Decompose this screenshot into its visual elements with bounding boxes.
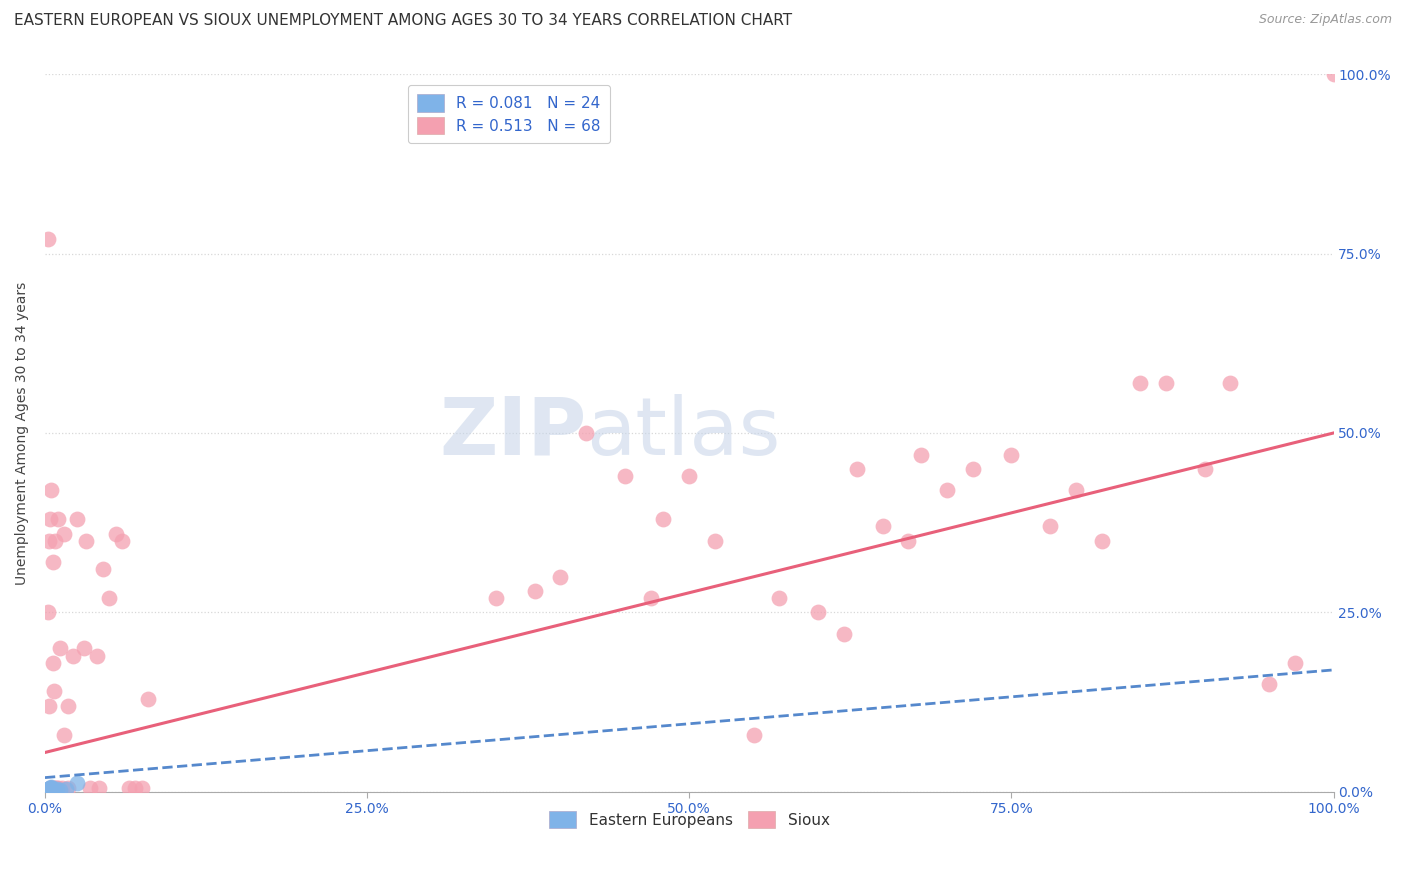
Point: [678, 469, 700, 483]
Point: [41, 782, 63, 797]
Point: [39, 781, 62, 796]
Point: [742, 727, 765, 741]
Point: [704, 533, 727, 548]
Point: [1284, 656, 1306, 670]
Point: [91, 562, 114, 576]
Point: [523, 583, 546, 598]
Point: [86, 648, 108, 663]
Point: [41, 781, 63, 796]
Point: [37, 232, 59, 246]
Point: [62, 648, 84, 663]
Point: [41, 782, 63, 797]
Point: [111, 533, 134, 548]
Point: [46, 781, 69, 796]
Point: [936, 483, 959, 498]
Point: [124, 781, 146, 796]
Point: [613, 469, 636, 483]
Point: [41, 483, 63, 498]
Point: [53, 526, 76, 541]
Point: [41, 781, 63, 796]
Point: [1064, 483, 1087, 498]
Point: [55, 782, 77, 797]
Point: [41, 656, 63, 670]
Point: [1129, 376, 1152, 390]
Point: [897, 533, 920, 548]
Point: [118, 781, 141, 796]
Point: [41, 783, 63, 797]
Point: [39, 782, 62, 797]
Point: [38, 533, 60, 548]
Point: [44, 533, 66, 548]
Point: [49, 641, 72, 656]
Point: [131, 781, 153, 796]
Point: [37, 783, 59, 797]
Point: [72, 641, 94, 656]
Text: Source: ZipAtlas.com: Source: ZipAtlas.com: [1258, 13, 1392, 27]
Point: [66, 512, 89, 526]
Point: [39, 780, 62, 795]
Point: [41, 783, 63, 797]
Point: [46, 512, 69, 526]
Point: [49, 782, 72, 797]
Point: [38, 698, 60, 713]
Point: [41, 780, 63, 795]
Point: [44, 781, 66, 796]
Point: [41, 555, 63, 569]
Point: [1322, 67, 1344, 81]
Point: [42, 781, 65, 796]
Point: [37, 782, 59, 797]
Point: [51, 781, 73, 796]
Point: [962, 462, 984, 476]
Point: [807, 606, 830, 620]
Legend: Eastern Europeans, Sioux: Eastern Europeans, Sioux: [543, 805, 835, 835]
Point: [872, 519, 894, 533]
Point: [910, 448, 932, 462]
Point: [575, 425, 598, 440]
Point: [41, 782, 63, 797]
Point: [42, 782, 65, 797]
Y-axis label: Unemployment Among Ages 30 to 34 years: Unemployment Among Ages 30 to 34 years: [15, 281, 30, 584]
Point: [56, 698, 79, 713]
Text: atlas: atlas: [586, 394, 780, 472]
Point: [42, 783, 65, 797]
Point: [45, 781, 67, 796]
Point: [1258, 677, 1281, 691]
Point: [104, 526, 127, 541]
Point: [42, 684, 65, 698]
Point: [652, 512, 675, 526]
Point: [550, 569, 572, 583]
Point: [1219, 376, 1241, 390]
Point: [79, 781, 101, 796]
Point: [1090, 533, 1112, 548]
Point: [39, 782, 62, 797]
Point: [75, 533, 97, 548]
Point: [38, 782, 60, 797]
Point: [53, 727, 76, 741]
Point: [485, 591, 508, 606]
Point: [768, 591, 790, 606]
Point: [640, 591, 662, 606]
Point: [1194, 462, 1216, 476]
Point: [845, 462, 868, 476]
Point: [98, 591, 121, 606]
Point: [136, 691, 159, 706]
Point: [1154, 376, 1177, 390]
Point: [44, 782, 66, 797]
Point: [39, 781, 62, 796]
Point: [39, 783, 62, 797]
Text: ZIP: ZIP: [439, 394, 586, 472]
Point: [56, 781, 79, 796]
Point: [66, 776, 89, 790]
Point: [38, 782, 60, 797]
Point: [1000, 448, 1022, 462]
Point: [45, 782, 67, 797]
Text: EASTERN EUROPEAN VS SIOUX UNEMPLOYMENT AMONG AGES 30 TO 34 YEARS CORRELATION CHA: EASTERN EUROPEAN VS SIOUX UNEMPLOYMENT A…: [14, 13, 792, 29]
Point: [832, 627, 855, 641]
Point: [87, 781, 110, 796]
Point: [39, 512, 62, 526]
Point: [37, 606, 59, 620]
Point: [1039, 519, 1062, 533]
Point: [41, 780, 63, 794]
